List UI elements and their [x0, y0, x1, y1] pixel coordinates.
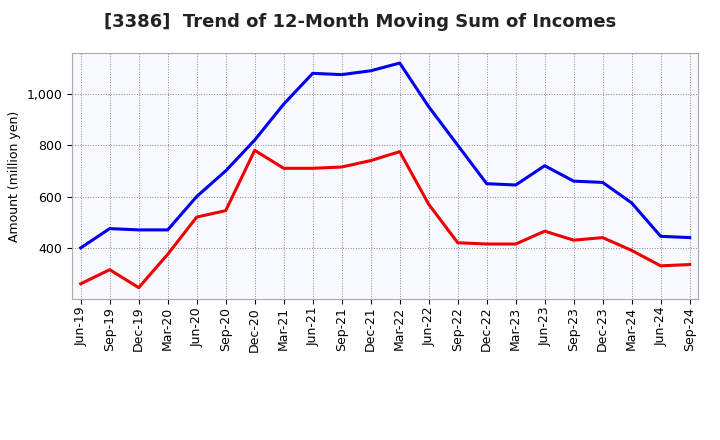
Net Income	[482, 242, 491, 247]
Ordinary Income	[163, 227, 172, 232]
Net Income	[308, 165, 317, 171]
Ordinary Income	[308, 71, 317, 76]
Net Income	[511, 242, 520, 247]
Net Income	[395, 149, 404, 154]
Line: Net Income: Net Income	[81, 150, 690, 288]
Ordinary Income	[424, 104, 433, 110]
Ordinary Income	[338, 72, 346, 77]
Net Income	[163, 252, 172, 257]
Legend: Ordinary Income, Net Income: Ordinary Income, Net Income	[233, 434, 537, 440]
Net Income	[221, 208, 230, 213]
Ordinary Income	[251, 137, 259, 143]
Net Income	[541, 228, 549, 234]
Ordinary Income	[598, 180, 607, 185]
Y-axis label: Amount (million yen): Amount (million yen)	[8, 110, 21, 242]
Net Income	[657, 263, 665, 268]
Net Income	[338, 165, 346, 170]
Ordinary Income	[76, 245, 85, 250]
Net Income	[366, 158, 375, 163]
Ordinary Income	[279, 102, 288, 107]
Ordinary Income	[482, 181, 491, 187]
Net Income	[424, 202, 433, 207]
Text: [3386]  Trend of 12-Month Moving Sum of Incomes: [3386] Trend of 12-Month Moving Sum of I…	[104, 13, 616, 31]
Net Income	[279, 165, 288, 171]
Ordinary Income	[135, 227, 143, 232]
Ordinary Income	[395, 60, 404, 66]
Net Income	[570, 238, 578, 243]
Net Income	[76, 281, 85, 286]
Net Income	[598, 235, 607, 240]
Ordinary Income	[454, 143, 462, 148]
Ordinary Income	[221, 168, 230, 173]
Ordinary Income	[627, 200, 636, 205]
Net Income	[251, 148, 259, 153]
Ordinary Income	[105, 226, 114, 231]
Ordinary Income	[511, 182, 520, 187]
Ordinary Income	[541, 163, 549, 169]
Ordinary Income	[570, 179, 578, 184]
Net Income	[192, 214, 201, 220]
Net Income	[454, 240, 462, 246]
Ordinary Income	[366, 68, 375, 73]
Ordinary Income	[657, 234, 665, 239]
Net Income	[627, 248, 636, 253]
Net Income	[685, 262, 694, 267]
Ordinary Income	[192, 194, 201, 199]
Ordinary Income	[685, 235, 694, 240]
Line: Ordinary Income: Ordinary Income	[81, 63, 690, 248]
Net Income	[135, 285, 143, 290]
Net Income	[105, 267, 114, 272]
